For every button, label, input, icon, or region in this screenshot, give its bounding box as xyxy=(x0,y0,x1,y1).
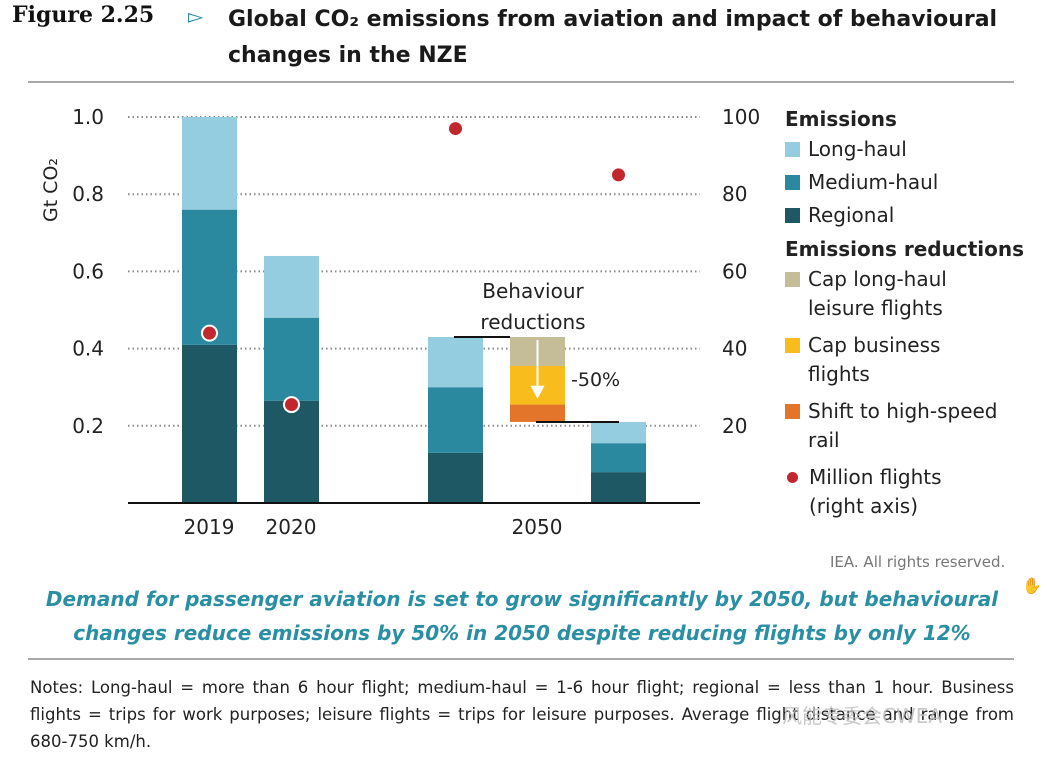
million-flights-point xyxy=(283,396,300,414)
million-flights-point xyxy=(201,324,218,342)
legend-swatch-cap-long-haul xyxy=(785,272,800,287)
bar-b2050b-long-haul xyxy=(591,421,646,444)
x-tick-label: 2019 xyxy=(184,515,235,539)
legend-label-flights-1: Million flights xyxy=(809,465,942,489)
legend-label-hsr-2: rail xyxy=(808,428,840,452)
y-left-tick-label: 0.2 xyxy=(72,414,104,438)
legend-label-hsr-1: Shift to high-speed xyxy=(808,399,998,423)
caption-line-1: Demand for passenger aviation is set to … xyxy=(45,587,999,611)
legend-item-regional: Regional xyxy=(785,201,1035,230)
legend-swatch-cap-business xyxy=(785,338,800,353)
bottom-divider xyxy=(28,658,1014,660)
x-tick-label: 2050 xyxy=(512,515,563,539)
legend-item-high-speed-rail: Shift to high-speed rail xyxy=(785,397,1035,455)
million-flights-point xyxy=(610,166,627,184)
legend-label-cap-long-haul-1: Cap long-haul xyxy=(808,267,947,291)
annotation-behaviour-line2: reductions xyxy=(480,310,585,334)
legend-item-million-flights: Million flights (right axis) xyxy=(785,463,1035,521)
bar-b2020-medium-haul xyxy=(264,317,319,401)
y-right-tick-label: 20 xyxy=(722,414,747,438)
y-left-tick-label: 1.0 xyxy=(72,105,104,129)
bar-b2050a-medium-haul xyxy=(428,387,483,453)
legend-item-long-haul: Long-haul xyxy=(785,135,1035,164)
legend-swatch-high-speed-rail xyxy=(785,404,800,419)
legend-label-cap-business-2: flights xyxy=(808,362,870,386)
legend-item-medium-haul: Medium-haul xyxy=(785,168,1035,197)
bar-b2050a-regional xyxy=(428,452,483,503)
bar-b2019-medium-haul xyxy=(182,209,237,345)
legend-swatch-long-haul xyxy=(785,142,800,157)
legend-label-medium-haul: Medium-haul xyxy=(808,170,939,194)
legend-item-cap-business: Cap business flights xyxy=(785,331,1035,389)
caption-line-2: changes reduce emissions by 50% in 2050 … xyxy=(73,621,971,645)
y-right-tick-label: 40 xyxy=(722,337,747,361)
y-right-tick-label: 80 xyxy=(722,182,747,206)
hand-cursor-icon: ✋ xyxy=(1022,576,1042,595)
figure-arrow-icon: ▻ xyxy=(188,4,204,28)
legend-label-long-haul: Long-haul xyxy=(808,137,907,161)
legend-label-cap-long-haul-2: leisure flights xyxy=(808,296,943,320)
y-right-tick-label: 100 xyxy=(722,105,760,129)
bar-b2020-regional xyxy=(264,400,319,503)
legend-item-cap-long-haul: Cap long-haul leisure flights xyxy=(785,265,1035,323)
reduction-arrow-icon xyxy=(530,385,545,399)
y-left-tick-label: 0.6 xyxy=(72,259,104,283)
legend-label-regional: Regional xyxy=(808,203,895,227)
aviation-emissions-chart: 1.0 0.8 0.6 0.4 0.2 100 80 60 40 20 Gt CO₂ Behaviou… xyxy=(40,105,760,539)
x-tick-label: 2020 xyxy=(266,515,317,539)
legend-reductions-heading: Emissions reductions xyxy=(785,237,1025,261)
watermark: 风能专委会CWEA xyxy=(782,704,943,728)
legend-swatch-million-flights xyxy=(787,472,798,483)
bar-b2019-regional xyxy=(182,344,237,503)
bar-b2050a-long-haul xyxy=(428,337,483,388)
legend-emissions-heading: Emissions xyxy=(785,107,897,131)
top-divider xyxy=(28,81,1014,83)
bar-b2019-long-haul xyxy=(182,117,237,210)
y-axis-label: Gt CO₂ xyxy=(40,158,62,222)
figure-label: Figure 2.25 xyxy=(12,2,155,28)
figure-caption: Demand for passenger aviation is set to … xyxy=(30,582,1014,650)
annotation-behaviour-line1: Behaviour xyxy=(482,279,584,303)
legend-label-cap-business-1: Cap business xyxy=(808,333,941,357)
y-left-tick-label: 0.4 xyxy=(72,337,104,361)
figure-title: Global CO₂ emissions from aviation and i… xyxy=(228,7,998,68)
bar-b2050b-medium-haul xyxy=(591,443,646,473)
y-right-tick-label: 60 xyxy=(722,259,747,283)
figure-notes: Notes: Long-haul = more than 6 hour flig… xyxy=(30,678,1014,751)
chart-legend: Emissions Long-haul Medium-haul Regional… xyxy=(785,104,1035,521)
bar-b2050b-regional xyxy=(591,472,646,503)
rights-notice: IEA. All rights reserved. xyxy=(830,553,1006,571)
y-left-tick-label: 0.8 xyxy=(72,182,104,206)
annotation-pct-change: -50% xyxy=(571,369,620,391)
legend-label-flights-2: (right axis) xyxy=(809,494,919,518)
million-flights-point xyxy=(447,120,464,138)
bar-reduction-high-speed-rail xyxy=(510,404,565,422)
legend-swatch-regional xyxy=(785,208,800,223)
legend-swatch-medium-haul xyxy=(785,175,800,190)
bar-b2020-long-haul xyxy=(264,255,319,318)
